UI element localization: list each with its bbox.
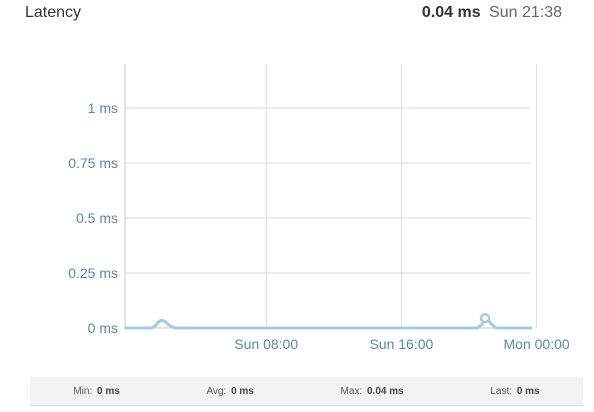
stat-max: Max: 0.04 ms [341,386,404,397]
current-value: 0.04 ms [421,4,481,21]
stat-avg-label: Avg: [206,385,227,397]
stat-max-label: Max: [340,385,363,397]
x-tick-label: Sun 08:00 [234,336,298,352]
chart-axes [124,64,531,329]
current-time: Sun 21:38 [489,4,562,21]
chart-grid [125,64,538,328]
stat-last-label: Last: [490,385,513,397]
x-tick-label: Mon 00:00 [504,336,570,352]
y-tick-label: 1 ms [88,100,118,116]
latency-chart: 0 ms 0.25 ms 0.5 ms 0.75 ms 1 ms Sun 08:00 Sun… [68,64,570,352]
stat-last-value: 0 ms [516,385,540,397]
y-tick-label: 0.25 ms [68,265,118,281]
y-tick-label: 0.75 ms [68,155,118,171]
stat-min-label: Min: [73,385,93,397]
stat-min: Min: 0 ms [73,386,119,397]
widget-title: Latency [25,4,82,21]
chart-tick-labels: 0 ms 0.25 ms 0.5 ms 0.75 ms 1 ms Sun 08:00 Sun… [68,100,570,352]
max-point-marker [479,312,491,324]
series-line [124,317,533,330]
current-reading: 0.04 ms Sun 21:38 [422,4,562,22]
stat-last: Last: 0 ms [490,386,539,397]
y-tick-label: 0.5 ms [76,210,118,226]
stat-avg: Avg: 0 ms [206,386,253,397]
stat-min-value: 0 ms [97,385,120,397]
x-tick-label: Sun 16:00 [369,336,433,352]
stats-bar: Min: 0 ms Avg: 0 ms Max: 0.04 ms Last: 0… [30,377,583,406]
stat-avg-value: 0 ms [231,385,254,397]
stat-max-value: 0.04 ms [367,385,404,397]
y-tick-label: 0 ms [88,320,118,336]
chart-series [124,312,533,330]
widget-header: Latency 0.04 ms Sun 21:38 [0,0,594,28]
